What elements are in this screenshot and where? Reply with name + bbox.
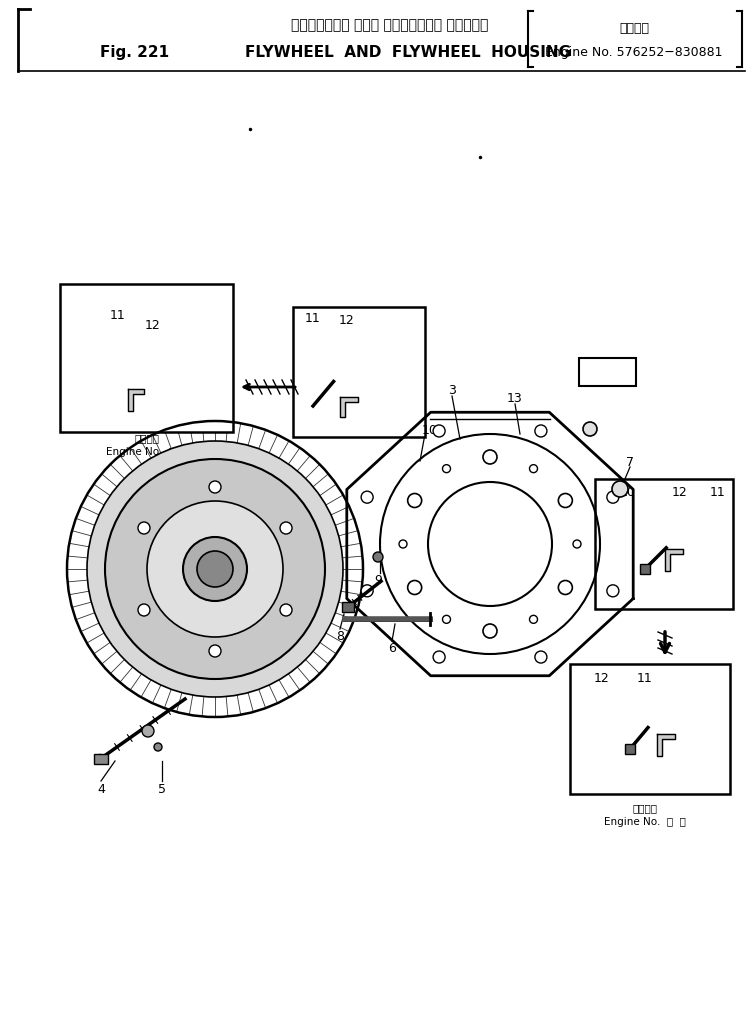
- Bar: [570, 664, 730, 794]
- Text: 11: 11: [637, 671, 653, 684]
- Text: 5: 5: [158, 783, 166, 796]
- Circle shape: [558, 581, 572, 595]
- Text: FLYWHEEL  AND  FLYWHEEL  HOUSING: FLYWHEEL AND FLYWHEEL HOUSING: [245, 45, 571, 59]
- Text: Engine No.  ・  〜: Engine No. ・ 〜: [106, 446, 188, 457]
- Circle shape: [573, 540, 581, 548]
- Text: 適用号機: 適用号機: [633, 802, 657, 812]
- Circle shape: [183, 537, 247, 601]
- Text: 1: 1: [139, 496, 147, 510]
- Text: フライホイール および フライホイール ハウジング: フライホイール および フライホイール ハウジング: [291, 18, 489, 32]
- FancyBboxPatch shape: [579, 359, 636, 386]
- Circle shape: [209, 482, 221, 493]
- Circle shape: [535, 426, 547, 437]
- Circle shape: [529, 466, 538, 473]
- Circle shape: [147, 501, 283, 637]
- Text: 9: 9: [374, 573, 382, 586]
- Text: 6: 6: [388, 641, 396, 654]
- Text: 12: 12: [672, 485, 688, 498]
- Text: 適用号機: 適用号機: [619, 21, 649, 35]
- Text: 11: 11: [710, 485, 726, 498]
- Text: 11: 11: [110, 308, 126, 321]
- Circle shape: [138, 604, 150, 616]
- Text: 3: 3: [448, 383, 456, 396]
- Circle shape: [612, 482, 628, 497]
- Circle shape: [483, 625, 497, 638]
- Bar: [595, 480, 733, 609]
- Circle shape: [558, 494, 572, 508]
- Bar: [625, 744, 635, 754]
- Circle shape: [407, 494, 422, 508]
- Text: 8: 8: [336, 630, 344, 643]
- Circle shape: [154, 743, 162, 751]
- Text: 10: 10: [620, 485, 636, 498]
- Circle shape: [87, 441, 343, 697]
- Text: FWD: FWD: [590, 366, 626, 380]
- Bar: [60, 284, 233, 433]
- Text: Fig. 221: Fig. 221: [100, 45, 169, 59]
- Circle shape: [138, 523, 150, 535]
- Text: 適用号機: 適用号機: [135, 433, 160, 442]
- Text: 10: 10: [422, 423, 438, 436]
- Circle shape: [280, 523, 292, 535]
- Bar: [640, 565, 650, 575]
- Circle shape: [583, 423, 597, 436]
- Circle shape: [197, 551, 233, 587]
- Text: 4: 4: [97, 783, 105, 796]
- Circle shape: [399, 540, 407, 548]
- Circle shape: [529, 615, 538, 624]
- Bar: [342, 602, 354, 612]
- Text: 12: 12: [145, 318, 161, 331]
- Circle shape: [443, 615, 450, 624]
- Polygon shape: [665, 549, 683, 572]
- Polygon shape: [340, 397, 358, 418]
- Circle shape: [483, 450, 497, 465]
- Bar: [94, 754, 108, 764]
- Circle shape: [361, 492, 373, 503]
- Circle shape: [607, 585, 619, 597]
- Text: 2: 2: [198, 463, 206, 476]
- Text: 13: 13: [507, 391, 523, 405]
- Circle shape: [280, 604, 292, 616]
- Circle shape: [105, 460, 325, 680]
- Text: Engine No.  ・  〜: Engine No. ・ 〜: [604, 816, 686, 826]
- Text: 12: 12: [339, 313, 355, 326]
- Circle shape: [209, 645, 221, 657]
- Text: 11: 11: [305, 311, 321, 324]
- Bar: [293, 308, 425, 437]
- Text: 12: 12: [594, 671, 610, 684]
- Circle shape: [361, 585, 373, 597]
- Circle shape: [433, 651, 445, 663]
- Circle shape: [142, 726, 154, 738]
- Circle shape: [443, 466, 450, 473]
- Circle shape: [373, 552, 383, 562]
- Circle shape: [407, 581, 422, 595]
- Polygon shape: [128, 389, 144, 412]
- Text: 7: 7: [626, 455, 634, 468]
- Text: Engine No. 576252−830881: Engine No. 576252−830881: [545, 46, 723, 58]
- Circle shape: [433, 426, 445, 437]
- Circle shape: [607, 492, 619, 503]
- Polygon shape: [657, 735, 675, 756]
- Circle shape: [535, 651, 547, 663]
